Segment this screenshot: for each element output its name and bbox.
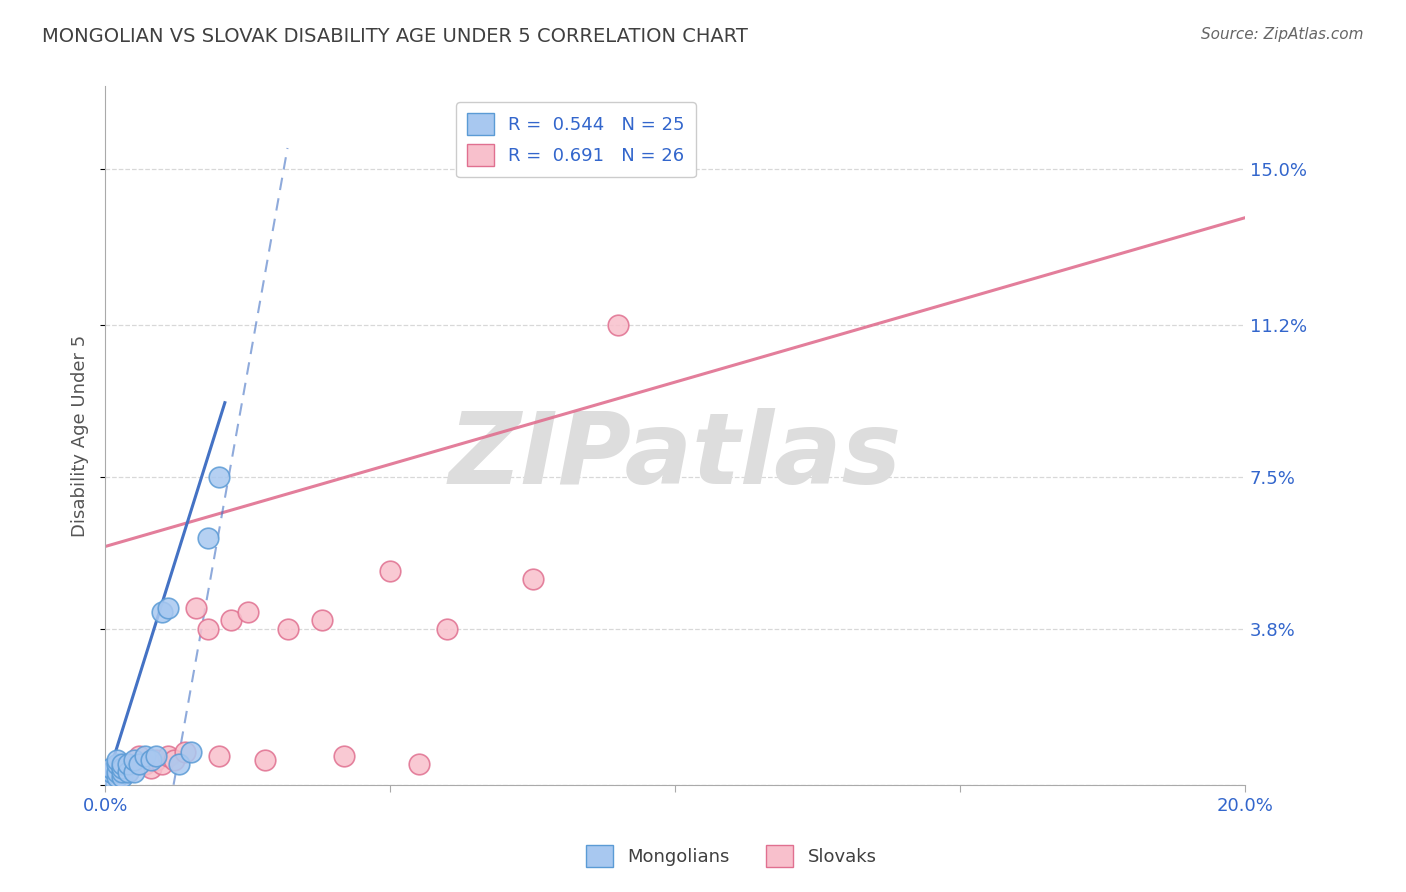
- Point: [522, 572, 544, 586]
- Point: [139, 753, 162, 767]
- Point: [105, 765, 128, 780]
- Point: [105, 757, 128, 772]
- Point: [122, 753, 145, 767]
- Point: [111, 765, 134, 780]
- Point: [145, 749, 167, 764]
- Point: [180, 745, 202, 759]
- Point: [117, 765, 139, 780]
- Point: [156, 601, 179, 615]
- Point: [174, 745, 197, 759]
- Point: [150, 757, 173, 772]
- Point: [105, 753, 128, 767]
- Point: [408, 757, 430, 772]
- Legend: R =  0.544   N = 25, R =  0.691   N = 26: R = 0.544 N = 25, R = 0.691 N = 26: [456, 103, 696, 178]
- Point: [162, 753, 184, 767]
- Point: [169, 757, 191, 772]
- Point: [378, 564, 401, 578]
- Point: [117, 757, 139, 772]
- Point: [197, 531, 219, 545]
- Text: MONGOLIAN VS SLOVAK DISABILITY AGE UNDER 5 CORRELATION CHART: MONGOLIAN VS SLOVAK DISABILITY AGE UNDER…: [42, 27, 748, 45]
- Point: [117, 765, 139, 780]
- Point: [197, 622, 219, 636]
- Point: [156, 749, 179, 764]
- Point: [276, 622, 298, 636]
- Point: [134, 749, 156, 764]
- Point: [186, 601, 208, 615]
- Point: [208, 469, 231, 483]
- Point: [236, 605, 259, 619]
- Point: [134, 757, 156, 772]
- Text: Source: ZipAtlas.com: Source: ZipAtlas.com: [1201, 27, 1364, 42]
- Point: [150, 605, 173, 619]
- Point: [111, 757, 134, 772]
- Point: [607, 318, 630, 332]
- Point: [122, 765, 145, 780]
- Point: [219, 614, 242, 628]
- Y-axis label: Disability Age Under 5: Disability Age Under 5: [72, 334, 89, 537]
- Point: [253, 753, 276, 767]
- Point: [100, 770, 122, 784]
- Point: [100, 761, 122, 775]
- Point: [111, 770, 134, 784]
- Point: [128, 757, 150, 772]
- Legend: Mongolians, Slovaks: Mongolians, Slovaks: [579, 838, 883, 874]
- Point: [105, 765, 128, 780]
- Point: [208, 749, 231, 764]
- Point: [111, 761, 134, 775]
- Point: [139, 761, 162, 775]
- Point: [333, 749, 356, 764]
- Point: [111, 761, 134, 775]
- Text: ZIPatlas: ZIPatlas: [449, 408, 901, 505]
- Point: [105, 770, 128, 784]
- Point: [128, 749, 150, 764]
- Point: [436, 622, 458, 636]
- Point: [311, 614, 333, 628]
- Point: [145, 753, 167, 767]
- Point: [122, 757, 145, 772]
- Point: [100, 765, 122, 780]
